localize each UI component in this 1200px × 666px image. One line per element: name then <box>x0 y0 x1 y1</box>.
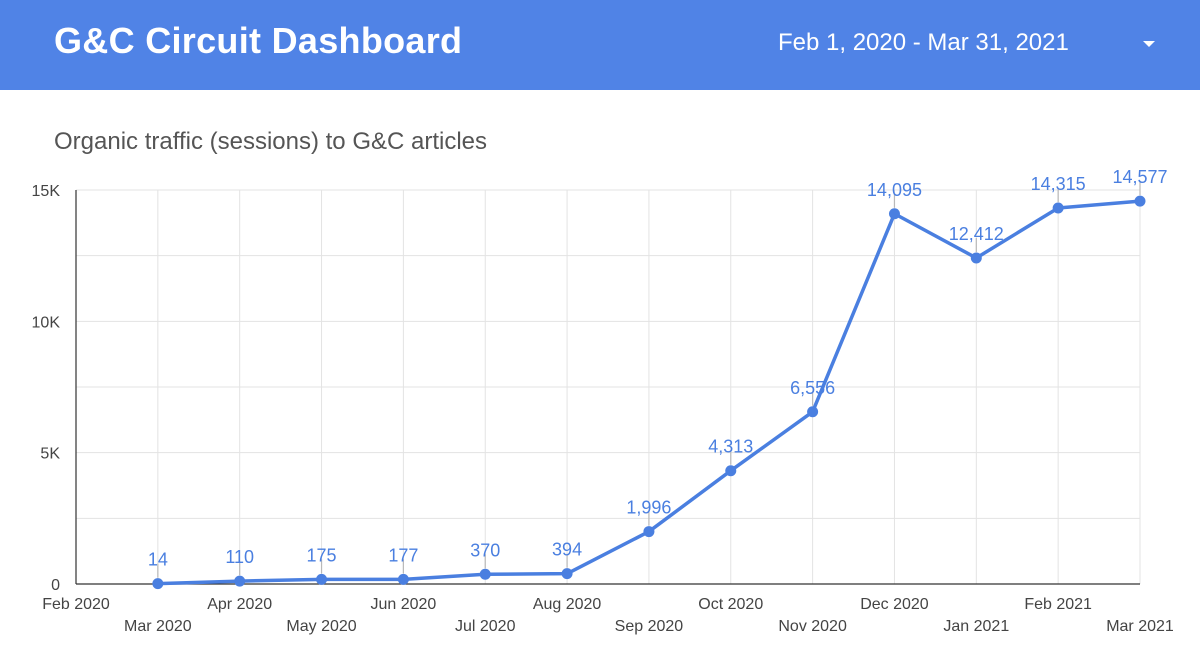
x-tick-label: Feb 2020 <box>42 596 110 613</box>
data-point <box>234 575 246 587</box>
data-point <box>1052 202 1064 214</box>
data-label: 4,313 <box>708 437 753 457</box>
data-label: 14,315 <box>1031 174 1086 194</box>
data-point <box>725 465 737 477</box>
x-tick-label: Mar 2020 <box>124 618 192 635</box>
date-range-label: Feb 1, 2020 - Mar 31, 2021 <box>778 29 1069 56</box>
data-label: 394 <box>552 540 582 560</box>
data-point <box>316 573 328 585</box>
data-label: 175 <box>307 545 337 565</box>
dashboard-title: G&C Circuit Dashboard <box>54 20 463 61</box>
chevron-down-icon <box>1143 41 1155 47</box>
x-tick-label: Oct 2020 <box>698 596 763 613</box>
data-point <box>970 252 982 264</box>
data-point <box>397 573 409 585</box>
data-point <box>479 568 491 580</box>
x-tick-label: Dec 2020 <box>860 596 929 613</box>
x-tick-label: Mar 2021 <box>1106 618 1174 635</box>
y-tick-label: 0 <box>51 577 60 594</box>
data-point <box>807 406 819 418</box>
grid-lines <box>76 189 1141 584</box>
x-tick-label: Sep 2020 <box>615 618 684 635</box>
chart-title: Organic traffic (sessions) to G&C articl… <box>54 128 488 155</box>
data-label: 370 <box>470 540 500 560</box>
data-label: 1,996 <box>626 498 671 518</box>
data-point <box>152 578 164 590</box>
x-tick-label: Apr 2020 <box>207 596 272 613</box>
x-tick-label: Jul 2020 <box>455 618 516 635</box>
data-point <box>643 526 655 538</box>
data-point <box>561 568 573 580</box>
x-tick-label: Aug 2020 <box>533 596 602 613</box>
x-tick-label: Feb 2021 <box>1024 596 1092 613</box>
data-label: 110 <box>225 547 254 567</box>
date-range-selector[interactable]: Feb 1, 2020 - Mar 31, 2021 <box>778 27 1178 63</box>
data-label: 12,412 <box>949 224 1004 244</box>
axes <box>75 190 1140 585</box>
data-point <box>1134 195 1146 207</box>
x-tick-label: Jun 2020 <box>370 596 436 613</box>
y-tick-label: 10K <box>32 314 61 331</box>
data-series <box>152 195 1146 590</box>
x-tick-label: Jan 2021 <box>943 618 1009 635</box>
data-label: 177 <box>388 545 418 565</box>
data-label: 6,556 <box>790 378 835 398</box>
data-labels: 14 110 175 177 370 394 1,996 4,313 6,556 14,095 12… <box>148 167 1168 578</box>
data-label: 14,095 <box>867 180 922 200</box>
tick-labels: 0 5K 10K 15K Feb 2020 Mar 2020 Apr 2020 May 202… <box>32 183 1174 635</box>
x-tick-label: Nov 2020 <box>778 618 847 635</box>
y-tick-label: 15K <box>32 183 61 200</box>
data-point <box>888 208 900 220</box>
data-label: 14,577 <box>1112 167 1167 187</box>
y-tick-label: 5K <box>40 446 60 463</box>
x-tick-label: May 2020 <box>286 618 356 635</box>
dashboard-header: G&C Circuit Dashboard Feb 1, 2020 - Mar … <box>0 0 1200 90</box>
data-label: 14 <box>148 550 168 570</box>
